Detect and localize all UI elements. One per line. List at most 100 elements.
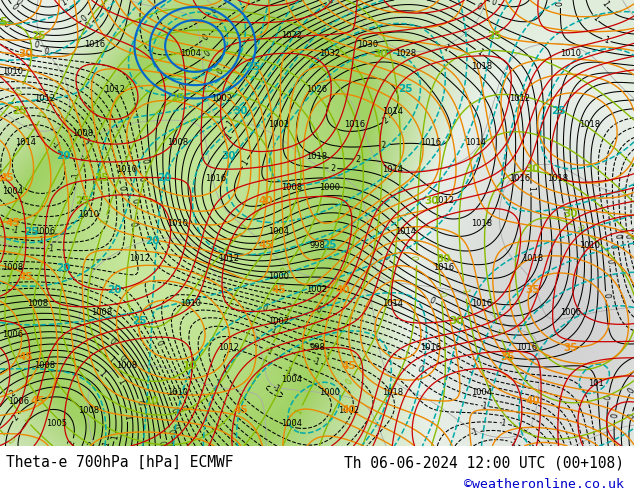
Text: 25: 25	[31, 31, 45, 41]
Text: -1: -1	[494, 326, 505, 336]
Text: 1000: 1000	[268, 272, 290, 281]
Text: 1000: 1000	[319, 183, 340, 192]
Text: 1: 1	[60, 0, 68, 8]
Text: 1014: 1014	[382, 165, 404, 174]
Text: 0: 0	[559, 205, 569, 211]
Text: 1016: 1016	[344, 121, 366, 129]
Text: 0: 0	[80, 13, 89, 23]
Text: 30: 30	[424, 196, 438, 206]
Text: 25: 25	[247, 62, 261, 72]
Text: 30: 30	[221, 151, 235, 161]
Text: 0: 0	[13, 0, 23, 7]
Text: 0: 0	[108, 337, 117, 347]
Text: 0: 0	[157, 440, 166, 446]
Text: 1016: 1016	[205, 174, 226, 183]
Text: 1004: 1004	[281, 419, 302, 428]
Text: 1010: 1010	[179, 299, 201, 308]
Text: 1008: 1008	[91, 308, 112, 317]
Text: 20: 20	[107, 285, 121, 295]
Text: 45: 45	[30, 396, 46, 406]
Text: 1: 1	[116, 377, 126, 386]
Text: 1018: 1018	[306, 151, 328, 161]
Text: 1002: 1002	[338, 406, 359, 415]
Text: -1: -1	[10, 225, 20, 235]
Text: 0: 0	[490, 0, 498, 8]
Text: 1014: 1014	[382, 299, 404, 308]
Text: 45: 45	[18, 271, 33, 282]
Text: 1012: 1012	[433, 196, 455, 205]
Text: 0: 0	[33, 40, 39, 49]
Text: 1010: 1010	[2, 67, 23, 76]
Text: ©weatheronline.co.uk: ©weatheronline.co.uk	[465, 478, 624, 490]
Text: 1022: 1022	[281, 31, 302, 40]
Text: 1008: 1008	[281, 183, 302, 192]
Text: 1004: 1004	[2, 187, 23, 196]
Text: 30: 30	[234, 106, 248, 117]
Text: 25: 25	[0, 17, 7, 27]
Text: 1006: 1006	[8, 397, 30, 406]
Text: 2: 2	[67, 439, 77, 446]
Text: 0: 0	[612, 233, 621, 240]
Text: 1: 1	[224, 131, 234, 141]
Text: -1: -1	[77, 153, 87, 163]
Text: 0: 0	[167, 388, 177, 396]
Text: 1004: 1004	[281, 374, 302, 384]
Text: 1004: 1004	[268, 227, 290, 236]
Text: 0: 0	[327, 0, 335, 6]
Text: 30: 30	[373, 49, 387, 58]
Text: -1: -1	[72, 172, 81, 179]
Text: -1: -1	[283, 366, 294, 377]
Text: 1: 1	[105, 355, 115, 365]
Text: 0: 0	[165, 428, 176, 435]
Text: 0: 0	[130, 197, 139, 204]
Text: 0: 0	[116, 185, 126, 191]
Text: 1008: 1008	[34, 361, 55, 370]
Text: 2: 2	[381, 115, 391, 125]
Text: 35: 35	[526, 285, 540, 295]
Text: -1: -1	[479, 401, 488, 411]
Text: 25: 25	[133, 316, 146, 326]
Text: 0: 0	[154, 340, 164, 347]
Text: -1: -1	[49, 140, 61, 151]
Text: 0: 0	[117, 353, 127, 363]
Text: 1: 1	[441, 44, 450, 53]
Text: 35: 35	[564, 343, 578, 353]
Text: 0: 0	[203, 49, 212, 59]
Text: 1018: 1018	[382, 388, 404, 397]
Text: -1: -1	[270, 383, 281, 394]
Text: -1: -1	[264, 345, 275, 357]
Text: 1010: 1010	[560, 49, 581, 58]
Text: 3: 3	[240, 222, 250, 232]
Text: 0: 0	[604, 259, 614, 265]
Text: 1: 1	[599, 0, 609, 8]
Text: Theta-e 700hPa [hPa] ECMWF: Theta-e 700hPa [hPa] ECMWF	[6, 455, 234, 470]
Text: 45: 45	[341, 361, 356, 371]
Text: 1008: 1008	[27, 299, 49, 308]
Text: 0: 0	[1, 20, 11, 30]
Text: 1: 1	[240, 159, 250, 168]
Text: 0: 0	[616, 227, 626, 233]
Text: 1016: 1016	[420, 343, 442, 352]
Text: -1: -1	[78, 138, 89, 148]
Text: 45: 45	[5, 218, 20, 228]
Text: 20: 20	[158, 173, 172, 183]
Text: 0: 0	[10, 2, 19, 12]
Text: 1: 1	[110, 434, 120, 440]
Text: 45: 45	[271, 285, 287, 295]
Text: 1016: 1016	[84, 40, 106, 49]
Text: 1002: 1002	[268, 121, 290, 129]
Text: -2: -2	[575, 223, 586, 235]
Text: 0: 0	[84, 20, 94, 30]
Text: 2: 2	[279, 266, 289, 275]
Text: 2: 2	[87, 441, 97, 448]
Text: 1014: 1014	[395, 227, 417, 236]
Text: -1: -1	[47, 245, 55, 254]
Text: 1018: 1018	[547, 174, 569, 183]
Text: 0: 0	[43, 47, 49, 57]
Text: 1006: 1006	[2, 330, 23, 339]
Text: 0: 0	[623, 233, 632, 240]
Text: 0: 0	[210, 5, 219, 16]
Text: 45: 45	[0, 173, 14, 183]
Text: 1026: 1026	[306, 85, 328, 94]
Text: 0: 0	[436, 291, 446, 296]
